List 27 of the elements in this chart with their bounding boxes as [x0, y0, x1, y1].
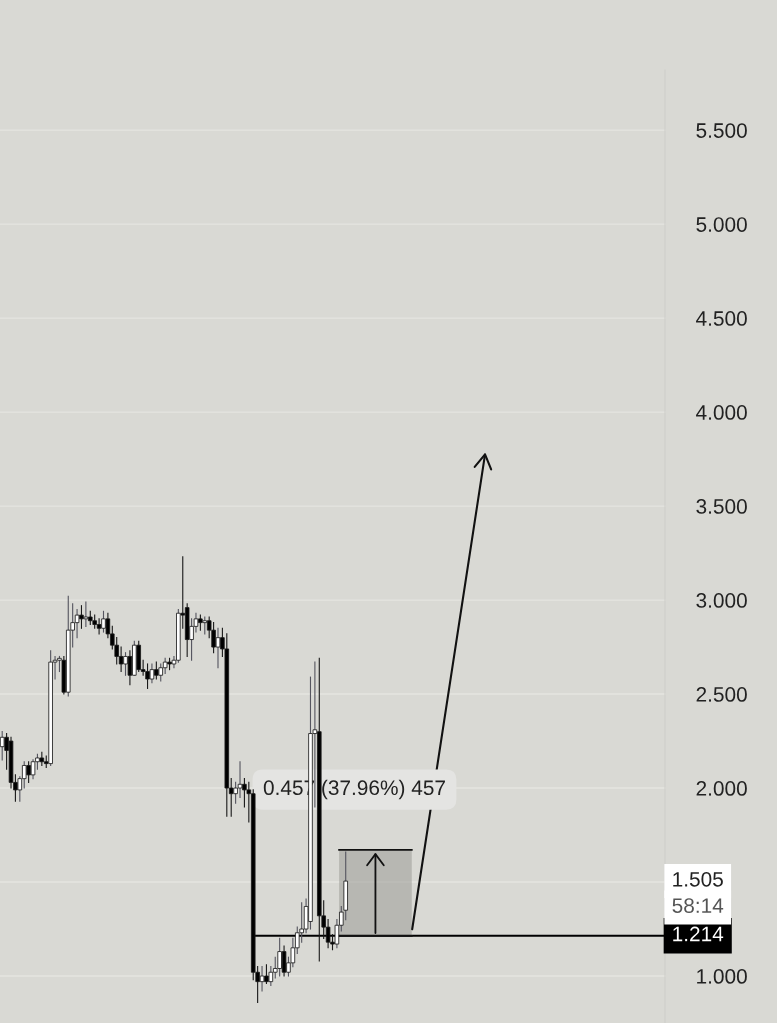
candlestick [123, 652, 128, 676]
candlestick [281, 945, 287, 977]
y-tick-label: 4.000 [696, 405, 747, 420]
candlestick [259, 966, 265, 992]
candlestick [79, 605, 84, 629]
y-tick-label: 2.000 [696, 781, 747, 796]
y-tick-label: 5.000 [696, 217, 747, 232]
candlestick [215, 627, 221, 669]
text: 58:14 [672, 898, 724, 913]
candlestick [145, 663, 150, 689]
candlestick [101, 610, 106, 633]
y-tick-label: 3.500 [696, 499, 747, 514]
candlestick [264, 964, 269, 985]
candlestick [74, 608, 80, 639]
candlestick [237, 761, 243, 798]
candlestick [96, 618, 102, 635]
y-tick-label: 2.500 [696, 687, 747, 702]
candlestick [268, 966, 274, 986]
text: 1.505 [673, 871, 723, 887]
y-tick-label: 4.500 [696, 311, 747, 326]
y-tick-label: 5.500 [696, 123, 747, 138]
candlestick [21, 761, 27, 789]
ref-line-label: 1.214 [673, 926, 724, 942]
candlestick [162, 657, 168, 674]
y-tick-label: 1.000 [697, 969, 747, 984]
y-tick-label: 3.000 [696, 593, 747, 608]
candlestick [118, 646, 124, 673]
